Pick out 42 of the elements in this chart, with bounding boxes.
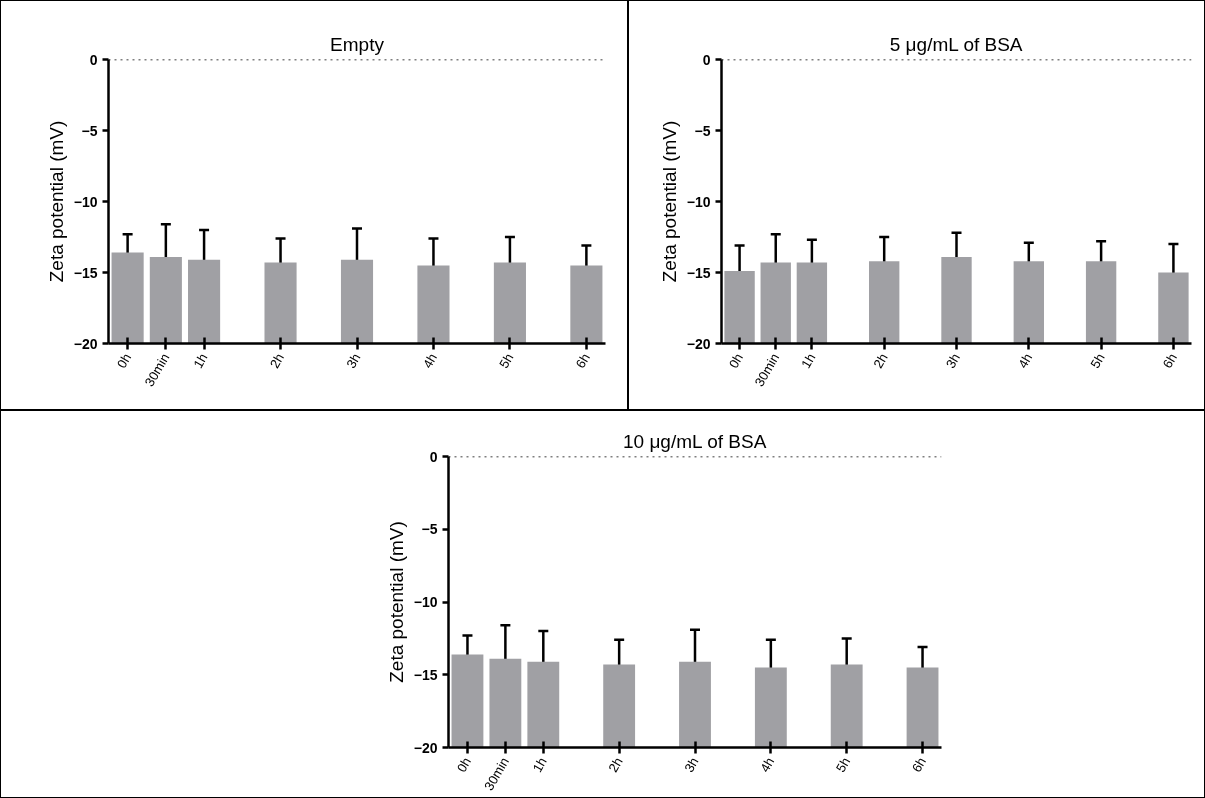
y-tick-label: 0 bbox=[702, 51, 711, 68]
x-tick-label: 1h bbox=[798, 350, 819, 371]
y-axis-title: Zeta potential (mV) bbox=[658, 120, 680, 283]
chart-title: Empty bbox=[330, 33, 385, 55]
x-tick-label: 3h bbox=[942, 350, 963, 371]
x-tick-label: 5h bbox=[1087, 350, 1108, 371]
y-tick-label: −5 bbox=[421, 521, 438, 538]
x-tick-label: 6h bbox=[1159, 350, 1180, 371]
chart-title: 5 μg/mL of BSA bbox=[889, 33, 1023, 55]
y-axis-title: Zeta potential (mV) bbox=[45, 120, 67, 283]
y-tick-label: −20 bbox=[686, 335, 711, 352]
x-tick-label: 2h bbox=[266, 350, 288, 371]
x-tick-label: 4h bbox=[419, 350, 440, 371]
y-tick-label: −20 bbox=[73, 335, 98, 352]
x-tick-label: 6h bbox=[572, 350, 593, 371]
x-tick-label: 0h bbox=[453, 754, 474, 775]
x-tick-label: 0h bbox=[113, 350, 135, 371]
y-tick-label: −5 bbox=[694, 122, 711, 139]
x-tick-label: 4h bbox=[1015, 350, 1036, 371]
y-tick-label: 0 bbox=[429, 448, 438, 465]
y-tick-label: −10 bbox=[686, 193, 711, 210]
chart-title: 10 μg/mL of BSA bbox=[622, 430, 767, 452]
x-tick-label: 6h bbox=[908, 754, 930, 775]
y-tick-label: −20 bbox=[413, 739, 438, 756]
x-tick-label: 1h bbox=[529, 754, 550, 775]
x-tick-label: 3h bbox=[343, 350, 364, 371]
x-tick-label: 5h bbox=[496, 350, 517, 371]
x-tick-label: 2h bbox=[605, 754, 626, 775]
x-tick-label: 5h bbox=[832, 754, 854, 775]
y-tick-label: −15 bbox=[686, 264, 711, 281]
x-tick-label: 4h bbox=[757, 754, 778, 775]
y-tick-label: −15 bbox=[413, 666, 438, 683]
x-tick-label: 1h bbox=[190, 350, 211, 371]
y-tick-label: 0 bbox=[89, 51, 98, 68]
x-tick-label: 0h bbox=[725, 350, 747, 371]
y-tick-label: −15 bbox=[73, 264, 98, 281]
y-tick-label: −10 bbox=[73, 193, 98, 210]
y-axis-title: Zeta potential (mV) bbox=[385, 521, 407, 683]
x-tick-label: 3h bbox=[681, 754, 702, 775]
y-tick-label: −10 bbox=[413, 594, 438, 610]
x-tick-label: 2h bbox=[870, 350, 891, 371]
y-tick-label: −5 bbox=[81, 122, 98, 139]
